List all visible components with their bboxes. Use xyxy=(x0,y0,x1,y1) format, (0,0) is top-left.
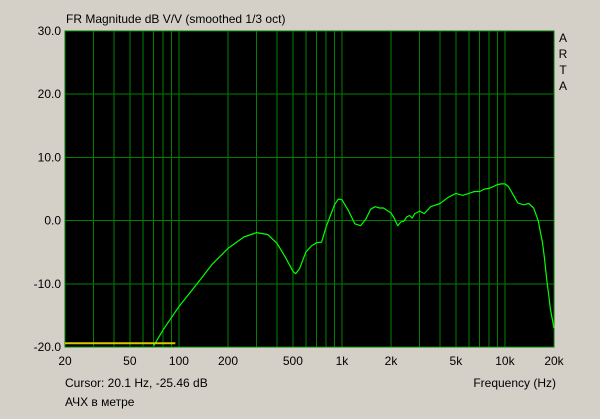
x-tick-label: 20k xyxy=(544,354,564,368)
y-tick-label: -20.0 xyxy=(34,340,62,354)
series-group xyxy=(65,183,555,347)
x-tick-label: 2k xyxy=(385,354,399,368)
side-label-letter: A xyxy=(559,79,567,93)
side-label-letter: R xyxy=(559,47,568,61)
y-tick-label: -10.0 xyxy=(34,277,62,291)
x-tick-label: 10k xyxy=(495,354,515,368)
y-tick-label: 10.0 xyxy=(38,150,62,164)
x-tick-labels: 20 50 100 200 500 1k 2k 5k 10k 20k xyxy=(58,354,564,368)
chart-title: FR Magnitude dB V/V (smoothed 1/3 oct) xyxy=(66,12,285,26)
plot-frame xyxy=(64,30,555,348)
x-tick-label: 20 xyxy=(58,354,72,368)
side-label-letter: T xyxy=(559,63,567,77)
plot-area[interactable] xyxy=(65,31,554,347)
x-tick-label: 500 xyxy=(283,354,303,368)
series-line-1 xyxy=(153,183,555,347)
x-tick-label: 1k xyxy=(336,354,350,368)
x-axis-label: Frequency (Hz) xyxy=(473,376,556,390)
x-tick-label: 5k xyxy=(450,354,464,368)
y-tick-label: 30.0 xyxy=(38,24,62,38)
y-tick-labels: -20.0 -10.0 0.0 10.0 20.0 30.0 xyxy=(34,24,62,354)
side-label-letter: A xyxy=(559,31,567,45)
y-tick-label: 20.0 xyxy=(38,87,62,101)
x-tick-label: 200 xyxy=(218,354,238,368)
x-tick-label: 100 xyxy=(169,354,189,368)
graph-caption: АЧХ в метре xyxy=(65,395,135,409)
cursor-readout: Cursor: 20.1 Hz, -25.46 dB xyxy=(65,376,208,390)
y-tick-label: 0.0 xyxy=(44,214,61,228)
x-tick-label: 50 xyxy=(123,354,137,368)
